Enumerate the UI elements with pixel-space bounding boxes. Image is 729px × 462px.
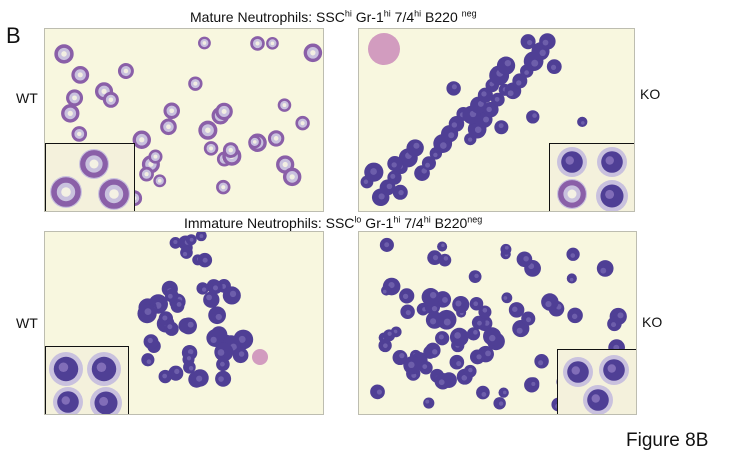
- title-part: 7/4: [390, 8, 415, 25]
- micrograph-immature-wt-image: [137, 232, 268, 388]
- row1-title: Mature Neutrophils: SSChi Gr-1hi 7/4hi B…: [190, 8, 477, 25]
- inset-mature-wt: [45, 143, 135, 211]
- micrograph-mature-ko: [358, 28, 635, 212]
- inset-mature-ko-image: [557, 147, 628, 211]
- micrograph-immature-ko-image: [370, 237, 627, 412]
- title-part: Gr-1: [351, 8, 384, 25]
- inset-immature-ko-image: [563, 355, 629, 414]
- micrograph-immature-ko: [358, 231, 637, 415]
- title-part: Immature Neutrophils: SSC: [184, 214, 355, 231]
- row1-left-label: WT: [16, 90, 38, 106]
- title-part: hi: [383, 8, 391, 18]
- title-part: lo: [354, 214, 362, 224]
- inset-mature-wt-image: [50, 149, 130, 210]
- figure-caption: Figure 8B: [626, 430, 709, 451]
- title-part: Mature Neutrophils: SSC: [190, 8, 345, 25]
- title-part: hi: [344, 8, 352, 18]
- title-part: 7/4: [400, 214, 424, 231]
- panel-letter: B: [6, 23, 21, 48]
- inset-immature-wt-image: [49, 352, 122, 414]
- row1-title-text: Mature Neutrophils: SSChi Gr-1hi 7/4hi B…: [190, 8, 477, 25]
- title-part: Gr-1: [361, 214, 394, 231]
- micrograph-immature-wt: [44, 231, 324, 415]
- row2-right-label: KO: [642, 314, 663, 330]
- row1-right-label: KO: [640, 86, 661, 102]
- inset-immature-ko: [557, 349, 636, 414]
- micrograph-mature-wt: [44, 28, 324, 212]
- row2-title: Immature Neutrophils: SSClo Gr-1hi 7/4hi…: [184, 214, 482, 231]
- title-part: hi: [414, 8, 422, 18]
- row2-title-text: Immature Neutrophils: SSClo Gr-1hi 7/4hi…: [184, 214, 483, 231]
- inset-immature-wt: [45, 346, 129, 414]
- title-part: neg: [467, 214, 483, 224]
- row2-left-label: WT: [16, 315, 38, 331]
- title-part: hi: [393, 214, 401, 224]
- inset-mature-ko: [549, 143, 634, 211]
- title-part: neg: [461, 8, 477, 18]
- title-part: B220: [430, 214, 468, 231]
- title-part: hi: [423, 214, 431, 224]
- micrograph-mature-ko-image: [360, 33, 617, 207]
- title-part: B220: [421, 8, 462, 25]
